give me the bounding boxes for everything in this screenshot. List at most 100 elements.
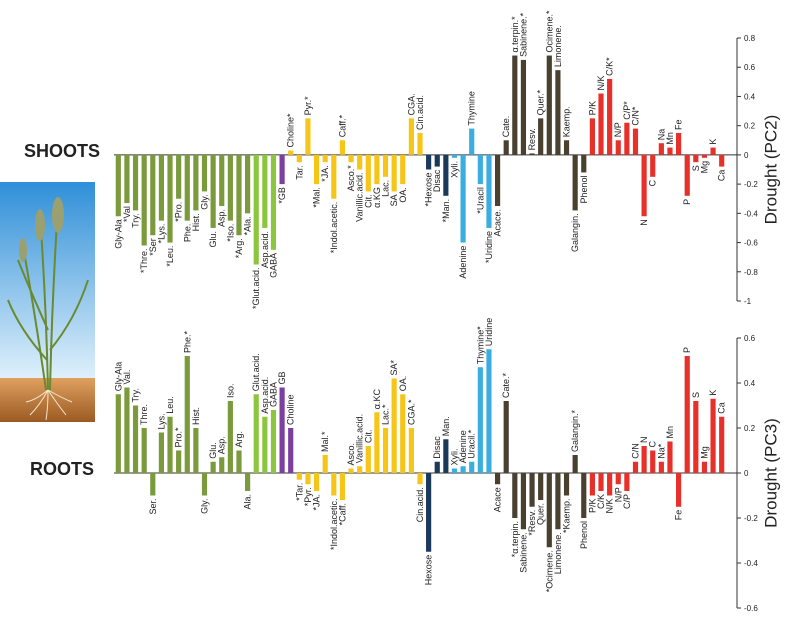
bar — [624, 473, 630, 491]
y-tick-label: 0.6 — [744, 334, 756, 343]
bar-label: Choline* — [286, 113, 296, 148]
bar-label: GABA — [268, 382, 278, 407]
bar — [607, 78, 613, 155]
bar — [710, 147, 716, 155]
bar-label: *Ocimene. — [544, 550, 554, 592]
bar-label: Quer.* — [536, 89, 546, 115]
bar-label: N/P — [613, 487, 623, 502]
y-axis-label: Drought (PC2) — [761, 115, 780, 225]
bar — [512, 55, 518, 155]
bar — [331, 154, 337, 199]
bar-label: SA* — [389, 359, 399, 375]
bar-label: Ser. — [148, 499, 158, 515]
bar — [581, 154, 587, 173]
bar — [296, 154, 302, 163]
bar-label: Cin.acid. — [415, 95, 425, 130]
bar — [538, 473, 544, 500]
bar — [650, 450, 656, 473]
bar-label: *Indol.acetic. — [329, 499, 339, 551]
bar-label: *Tar. — [294, 483, 304, 501]
bar-label: Uracil.* — [467, 429, 477, 459]
bar — [641, 154, 647, 217]
bar-label: C/K* — [605, 57, 615, 76]
bar — [710, 398, 716, 473]
bar-label: C/N — [630, 443, 640, 459]
y-tick-label: 0.8 — [744, 34, 756, 43]
bar-label: S — [691, 165, 701, 171]
bar-label: Thymine — [467, 91, 477, 126]
y-tick-label: 0.4 — [744, 92, 756, 101]
bar — [684, 356, 690, 473]
bar — [598, 93, 604, 155]
bar — [322, 455, 328, 473]
bar-label: *Man. — [441, 199, 451, 223]
bar-label: OA. — [398, 376, 408, 392]
bar — [201, 473, 208, 496]
bar-label: Man. — [441, 416, 451, 436]
bar-label: Lac.* — [381, 404, 391, 425]
bar — [486, 349, 492, 473]
bar-label: C — [648, 179, 658, 186]
bar — [658, 143, 664, 155]
bar — [382, 428, 389, 473]
y-tick-label: -0.6 — [744, 604, 758, 613]
bar — [296, 473, 302, 480]
bar — [503, 140, 509, 155]
bar — [176, 154, 182, 199]
bar — [434, 461, 440, 473]
bar-label: Choline — [286, 394, 296, 425]
bar — [150, 473, 156, 496]
bar-label: *Kaemp. — [562, 499, 572, 534]
bar — [348, 154, 354, 163]
bar — [417, 473, 423, 485]
bar — [193, 154, 199, 211]
bar-label: Acace — [493, 487, 503, 512]
panel-title: ROOTS — [30, 459, 94, 479]
bar — [279, 154, 285, 185]
bar — [701, 154, 708, 158]
bar — [624, 122, 630, 155]
bar — [667, 147, 673, 155]
bar — [201, 154, 208, 192]
bar-label: Fe — [674, 510, 684, 521]
bar-label: Ala. — [243, 494, 253, 510]
bar-label: *Lys. — [156, 224, 166, 244]
bar-label: Na* — [656, 443, 666, 459]
y-tick-label: 0.2 — [744, 424, 756, 433]
bar — [262, 416, 268, 473]
bar — [348, 468, 354, 473]
bar — [227, 154, 233, 221]
bar — [408, 428, 414, 473]
bar — [615, 473, 621, 485]
bar — [701, 461, 708, 473]
bar-label: *Mal. — [312, 187, 322, 208]
bar — [279, 387, 285, 473]
bar-label: Mg — [699, 446, 709, 459]
bar-label: Asco.* — [346, 165, 356, 192]
bar-label: Cate. — [501, 116, 511, 138]
bar — [167, 154, 173, 243]
bar — [236, 154, 242, 236]
bar — [667, 441, 673, 473]
bar — [400, 394, 406, 473]
bar-label: Phe.* — [182, 330, 192, 353]
bar-label: S — [691, 392, 701, 398]
bar — [529, 473, 535, 507]
bar — [374, 154, 380, 185]
bar — [477, 367, 483, 473]
bar-label: *Ala. — [243, 216, 253, 235]
bar — [589, 473, 595, 496]
bar-label: Try. — [131, 388, 141, 403]
bar-label: Cin.acid. — [415, 487, 425, 522]
bar — [460, 466, 466, 473]
bar-label: Na — [656, 129, 666, 141]
bar-label: Phenol — [579, 175, 589, 203]
bar — [124, 154, 130, 204]
bar-label: *Caff. — [337, 503, 347, 525]
bar-label: Vanillic.acid. — [355, 414, 365, 463]
bar-label: Glu. — [208, 231, 218, 248]
bar — [460, 154, 466, 243]
bar — [391, 154, 397, 192]
bar — [641, 446, 647, 473]
